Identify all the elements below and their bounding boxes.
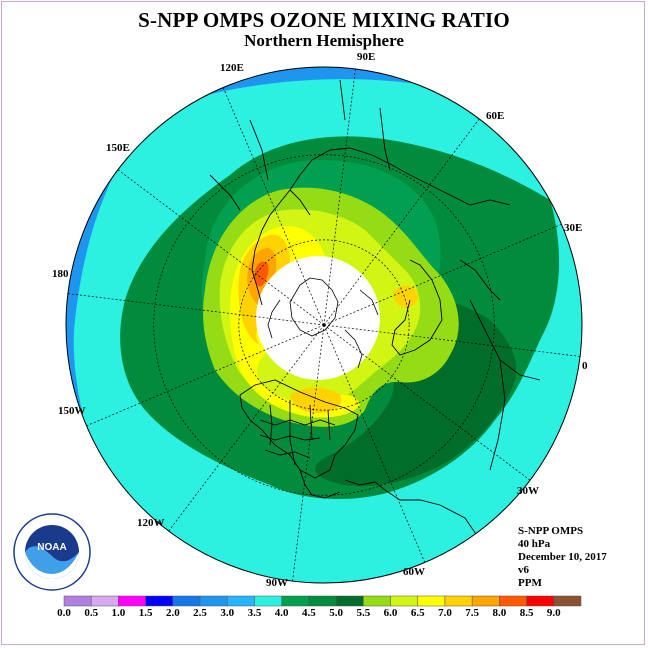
graticule	[67, 68, 581, 582]
region-orange-70-b	[290, 387, 342, 413]
region-green-50	[314, 296, 517, 487]
meridian-line	[117, 169, 325, 326]
info-date: December 10, 2017	[518, 551, 607, 563]
colorbar-swatch	[281, 595, 310, 607]
lon-label-30w: 30W	[517, 485, 539, 497]
lon-label-120e: 120E	[220, 62, 244, 74]
colorbar-tick-label: 2.0	[165, 607, 180, 619]
colorbar-swatch	[308, 595, 337, 607]
colorbar-swatch	[90, 595, 119, 607]
lon-label-120w: 120W	[137, 517, 165, 529]
noaa-logo: NOAA	[13, 513, 91, 591]
meridian-line	[222, 87, 325, 326]
info-instrument: S-NPP OMPS	[518, 525, 584, 537]
coastlines	[209, 79, 541, 541]
meridian-line	[168, 324, 325, 532]
colorbar-tick-label: 5.0	[329, 607, 343, 619]
colorbar-swatch	[254, 595, 282, 607]
colorbar-swatch	[417, 595, 446, 607]
map-title: S-NPP OMPS OZONE MIXING RATIO	[138, 8, 510, 32]
lon-label-0: 0	[582, 360, 588, 372]
meridian-line	[67, 293, 325, 326]
colorbar-tick-label: 9.0	[546, 607, 561, 619]
colorbar-tick-label: 4.0	[274, 607, 289, 619]
colorbar-swatch	[444, 595, 473, 607]
lon-label-180: 180	[52, 268, 69, 280]
info-version: v6	[518, 564, 529, 576]
colorbar-tick-label: 6.5	[410, 607, 425, 619]
arctic-coastlines	[267, 277, 379, 369]
meridian-line	[323, 324, 531, 481]
colorbar-swatch	[145, 595, 174, 607]
colorbar-swatch	[499, 595, 527, 607]
colorbar-tick-label: 8.5	[519, 607, 534, 619]
info-units: PPM	[518, 577, 542, 589]
lon-label-150w: 150W	[58, 405, 86, 417]
region-orange-70-c	[393, 285, 418, 308]
meridian-line	[292, 324, 325, 582]
colorbar-swatch	[118, 595, 146, 607]
colorbar-tick-label: 6.0	[383, 607, 398, 619]
meridian-line	[323, 324, 581, 357]
colorbar-tick-label: 7.5	[465, 607, 480, 619]
colorbar-swatch	[471, 595, 500, 607]
meridian-line	[323, 324, 426, 563]
colorbar-swatch	[172, 595, 201, 607]
colorbar-swatch	[227, 595, 255, 607]
colorbar-tick-label: 4.5	[302, 607, 316, 619]
polar-night-no-data	[256, 256, 380, 380]
colorbar-tick-label: 8.0	[492, 607, 507, 619]
map-subtitle: Northern Hemisphere	[244, 31, 404, 50]
colorbar-tick-label: 5.5	[356, 607, 371, 619]
colorbar-tick-label: 2.5	[193, 607, 207, 619]
colorbar-tick-label: 0.0	[57, 607, 71, 619]
latitude-circle	[238, 239, 410, 411]
colorbar-tick-label: 1.5	[138, 607, 153, 619]
colorbar-swatch	[553, 595, 582, 607]
lon-label-90w: 90W	[266, 577, 288, 589]
colorbar-swatch	[526, 595, 555, 607]
region-red-80	[254, 261, 269, 287]
colorbar-swatch	[63, 595, 92, 607]
meridian-line	[323, 223, 562, 326]
lon-label-150e: 150E	[106, 142, 130, 154]
colorbar-swatch	[199, 595, 228, 607]
meridian-line	[323, 68, 356, 326]
info-block: S-NPP OMPS 40 hPa December 10, 2017 v6 P…	[518, 525, 607, 590]
colorbar-tick-label: 0.5	[84, 607, 99, 619]
colorbar-swatch	[363, 595, 391, 607]
colorbar-tick-label: 3.0	[220, 607, 235, 619]
lon-label-60e: 60E	[486, 110, 505, 122]
svg-text:NOAA: NOAA	[37, 542, 66, 553]
info-level: 40 hPa	[518, 538, 551, 550]
meridian-line	[86, 324, 325, 427]
lon-label-60w: 60W	[403, 566, 425, 578]
colorbar-swatch	[390, 595, 418, 607]
meridian-line	[323, 118, 480, 326]
lon-label-90e: 90E	[357, 51, 376, 63]
latitude-circle	[153, 154, 495, 496]
colorbar-tick-label: 3.5	[247, 607, 262, 619]
colorbar-tick-label: 7.0	[438, 607, 452, 619]
colorbar-tick-label: 1.0	[111, 607, 126, 619]
colorbar-swatch	[335, 595, 364, 607]
lon-label-30e: 30E	[564, 222, 583, 234]
map-boundary	[65, 66, 583, 584]
